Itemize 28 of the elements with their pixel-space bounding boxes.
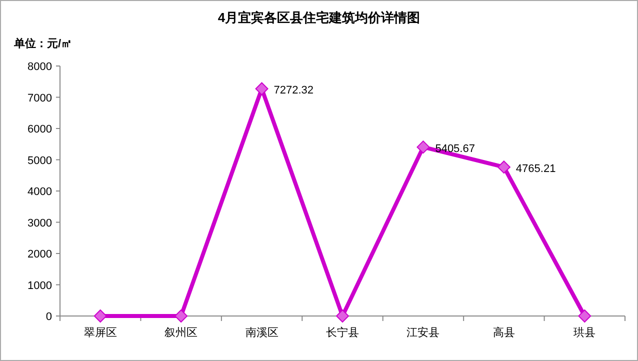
point (255, 82, 268, 96)
data-label: 5405.67 (435, 143, 475, 156)
y-tick-label: 0 (46, 311, 52, 323)
point (94, 310, 107, 322)
point (497, 160, 510, 174)
x-tick-label: 长宁县 (326, 326, 359, 339)
x-tick-label: 翠屏区 (84, 327, 117, 339)
x-tick-label: 高县 (492, 326, 515, 339)
x-tick-label: 珙县 (574, 326, 596, 339)
point (416, 140, 430, 154)
point (578, 310, 592, 322)
chart-title: 4月宜宾各区县住宅建筑均价详情图 (218, 10, 420, 25)
y-tick-label: 2000 (28, 248, 52, 260)
x-tick-label: 叙州区 (164, 326, 198, 339)
y-axis-title: 单位：元/㎡ (13, 37, 72, 50)
y-tick-label: 6000 (28, 124, 52, 136)
y-tick-label: 5000 (28, 154, 52, 167)
y-tick-label: 8000 (28, 61, 52, 73)
x-tick-label: 江安县 (406, 326, 440, 339)
data-label: 4765.21 (516, 163, 556, 176)
y-tick-label: 4000 (28, 186, 52, 198)
point (174, 310, 188, 322)
point (336, 310, 349, 322)
x-tick-label: 南溪区 (245, 326, 278, 339)
y-tick-label: 3000 (28, 217, 52, 230)
y-tick-label: 7000 (28, 92, 52, 104)
data-label: 7272.32 (274, 84, 314, 97)
y-tick-label: 1000 (28, 280, 52, 292)
